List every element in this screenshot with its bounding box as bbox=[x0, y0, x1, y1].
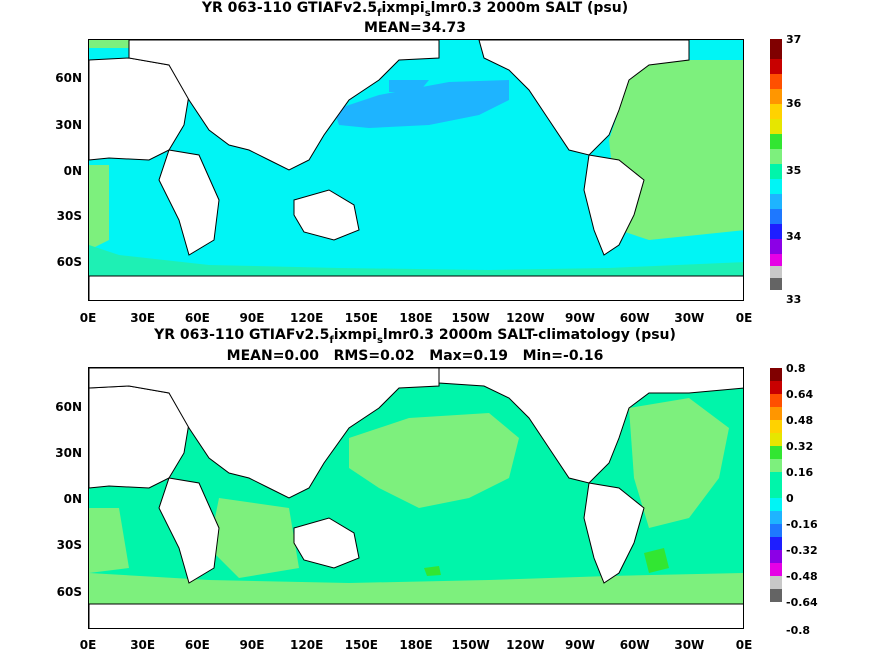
top-land-south-america bbox=[583, 154, 645, 256]
bottom-cbar-label-4: 0.16 bbox=[786, 466, 814, 479]
top-cbar-label-37: 37 bbox=[786, 33, 802, 46]
top-land-australia bbox=[293, 189, 360, 241]
top-eastatl-high bbox=[89, 165, 109, 250]
bottom-colorbar bbox=[770, 368, 782, 602]
top-title-mean: MEAN=34.73 bbox=[363, 20, 467, 36]
top-land-north-america bbox=[478, 40, 690, 156]
bottom-xaxis-label: 60W bbox=[619, 638, 650, 652]
bottom-land-africa-south bbox=[158, 477, 220, 584]
top-xaxis-label: 180E bbox=[399, 311, 433, 325]
bottom-cbar-label-2: 0.48 bbox=[786, 414, 814, 427]
top-colorbar bbox=[770, 39, 782, 290]
top-southern-band bbox=[89, 245, 743, 276]
bottom-xaxis-label: 150E bbox=[344, 638, 378, 652]
top-ylabel-0n: 0N bbox=[63, 164, 82, 178]
bottom-malvinas-pos bbox=[644, 548, 669, 573]
bottom-ylabel-30n: 30N bbox=[55, 446, 82, 460]
bottom-ylabel-60s: 60S bbox=[56, 585, 82, 599]
top-land-africa-south bbox=[158, 149, 220, 256]
bottom-cbar-label-7: -0.32 bbox=[786, 544, 818, 557]
bottom-cbar-label-6: -0.16 bbox=[786, 518, 818, 531]
bottom-xaxis-label: 0E bbox=[79, 638, 97, 652]
top-xaxis-label: 150E bbox=[344, 311, 378, 325]
top-ylabel-30s: 30S bbox=[56, 209, 82, 223]
bottom-title-stats: MEAN=0.00 RMS=0.02 Max=0.19 Min=-0.16 bbox=[226, 348, 604, 364]
top-cbar-label-33: 33 bbox=[786, 293, 802, 306]
bottom-spac-pos bbox=[424, 566, 441, 576]
bottom-southern-pos bbox=[89, 573, 743, 604]
top-title-line1: YR 063-110 GTIAFv2.5fixmpislmr0.3 2000m … bbox=[201, 0, 629, 19]
top-npac-low bbox=[334, 80, 509, 128]
top-cbar-label-36: 36 bbox=[786, 97, 802, 110]
top-xaxis-label: 150W bbox=[451, 311, 490, 325]
top-xaxis-label: 90W bbox=[565, 311, 595, 325]
bottom-xaxis-label: 30E bbox=[130, 638, 156, 652]
bottom-atl-pos bbox=[629, 398, 729, 528]
bottom-xaxis-label: 120E bbox=[290, 638, 324, 652]
bottom-cbar-label-1: 0.64 bbox=[786, 388, 814, 401]
bottom-ylabel-60n: 60N bbox=[55, 400, 82, 414]
bottom-xaxis-label: 30W bbox=[674, 638, 705, 652]
top-ylabel-60n: 60N bbox=[55, 71, 82, 85]
bottom-land-australia bbox=[293, 517, 360, 569]
top-cbar-label-35: 35 bbox=[786, 164, 802, 177]
top-xaxis-label: 30E bbox=[130, 311, 156, 325]
top-cbar-label-34: 34 bbox=[786, 230, 802, 243]
bottom-cbar-label-5: 0 bbox=[786, 492, 794, 505]
bottom-pac-pos bbox=[349, 413, 519, 508]
top-map bbox=[88, 39, 744, 301]
top-xaxis-label: 0E bbox=[79, 311, 97, 325]
top-land-antarctica bbox=[89, 275, 743, 300]
bottom-land-antarctica bbox=[89, 603, 743, 628]
top-ylabel-60s: 60S bbox=[56, 255, 82, 269]
bottom-cbar-label-10: -0.8 bbox=[786, 624, 811, 637]
top-xaxis-label: 60E bbox=[184, 311, 210, 325]
top-land-asia bbox=[128, 40, 440, 171]
bottom-title-line1: YR 063-110 GTIAFv2.5fixmpislmr0.3 2000m … bbox=[154, 327, 676, 346]
top-xaxis-label: 90E bbox=[239, 311, 265, 325]
top-npac-low2 bbox=[389, 80, 429, 92]
bottom-xaxis-label: 150W bbox=[451, 638, 490, 652]
top-xaxis-label: 0E bbox=[735, 311, 753, 325]
bottom-ind-pos bbox=[209, 498, 299, 578]
bottom-xaxis-label: 90E bbox=[239, 638, 265, 652]
bottom-xaxis-label: 120W bbox=[506, 638, 545, 652]
bottom-satl-pos bbox=[89, 508, 129, 573]
bottom-xaxis-label: 60E bbox=[184, 638, 210, 652]
bottom-land-north-america bbox=[438, 368, 743, 484]
bottom-xaxis-label: 90W bbox=[565, 638, 595, 652]
bottom-land-asia bbox=[89, 368, 440, 499]
top-ylabel-30n: 30N bbox=[55, 118, 82, 132]
bottom-cbar-label-8: -0.48 bbox=[786, 570, 818, 583]
bottom-map bbox=[88, 367, 744, 629]
bottom-xaxis-label: 0E bbox=[735, 638, 753, 652]
bottom-cbar-label-9: -0.64 bbox=[786, 596, 818, 609]
top-xaxis-label: 120W bbox=[506, 311, 545, 325]
bottom-land-south-america bbox=[583, 482, 645, 584]
top-xaxis-label: 120E bbox=[290, 311, 324, 325]
top-xaxis-label: 60W bbox=[619, 311, 650, 325]
bottom-cbar-label-0: 0.8 bbox=[786, 362, 806, 375]
bottom-xaxis-label: 180E bbox=[399, 638, 433, 652]
bottom-ylabel-30s: 30S bbox=[56, 538, 82, 552]
bottom-cbar-label-3: 0.32 bbox=[786, 440, 814, 453]
bottom-ylabel-0n: 0N bbox=[63, 492, 82, 506]
top-xaxis-label: 30W bbox=[674, 311, 705, 325]
